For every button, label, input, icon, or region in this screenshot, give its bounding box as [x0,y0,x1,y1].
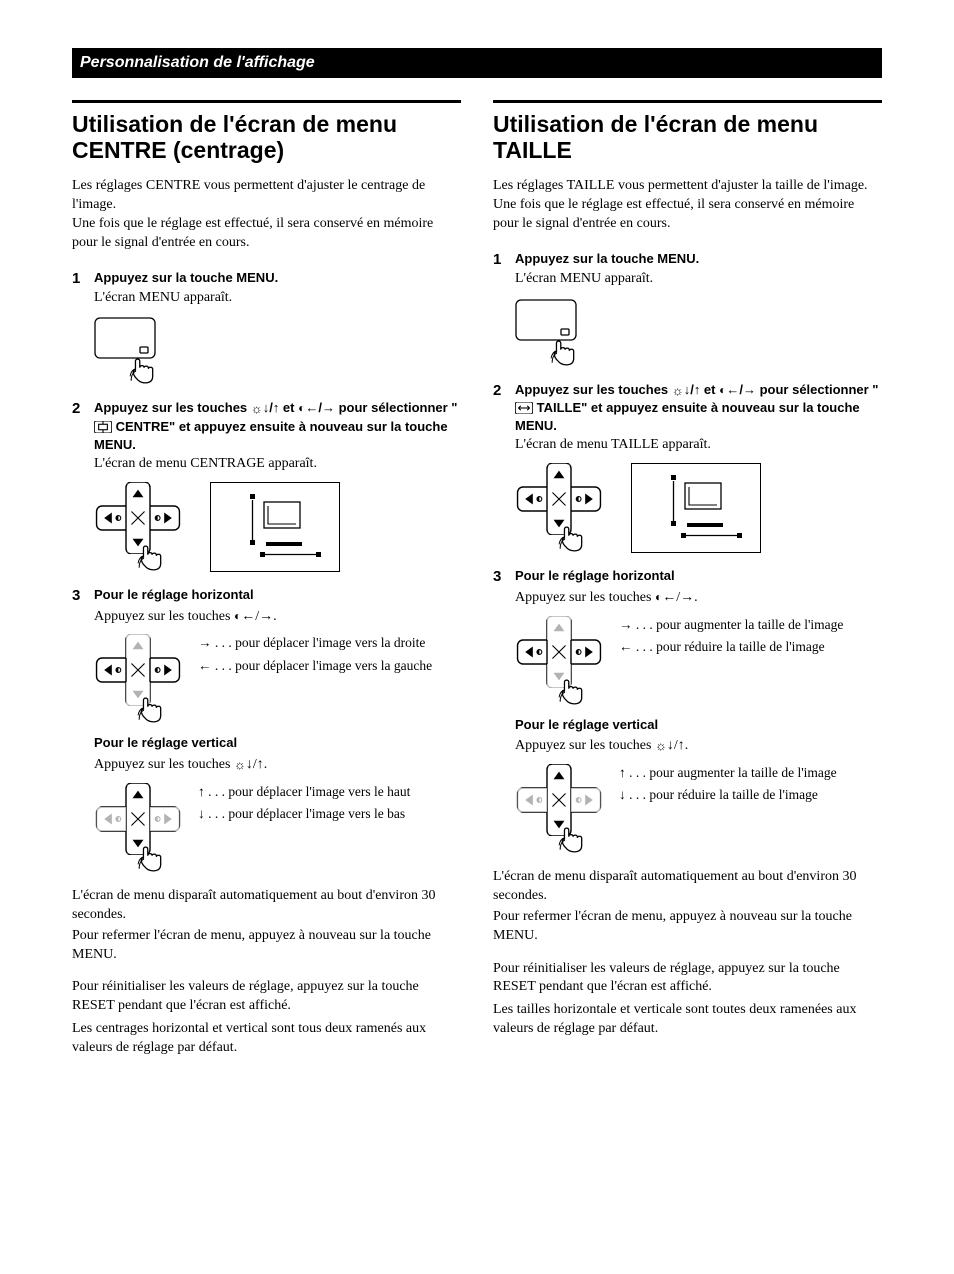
left-step3-figure-h: → . . . pour déplacer l'image vers la dr… [94,634,461,724]
right-closing-3: Pour réinitialiser les valeurs de réglag… [493,960,882,998]
left-step1-body: L'écran MENU apparaît. [94,289,461,308]
dpad-vertical-figure [94,783,182,873]
right-step2-body: L'écran de menu TAILLE apparaît. [515,436,882,455]
left-intro-1: Les réglages CENTRE vous permettent d'aj… [72,177,461,215]
osd-screen-icon [210,482,340,572]
left-steps: Appuyez sur la touche MENU. L'écran MENU… [72,269,461,873]
centre-menu-icon [94,421,112,433]
monitor-icon [94,315,156,365]
dpad-icon [515,463,603,535]
left-closing-a: L'écran de menu disparaît automatiquemen… [72,887,461,965]
left-step2-body: L'écran de menu CENTRAGE apparaît. [94,455,461,474]
right-step-3: Pour le réglage horizontal Appuyez sur l… [493,567,882,854]
dpad-figure [94,482,182,572]
right-vert-body: Appuyez sur les touches ↓/↑. [515,735,882,756]
right-step2-head: Appuyez sur les touches ↓/↑ et ←/→ pour … [515,381,882,435]
right-step3-head: Pour le réglage horizontal [515,567,882,585]
left-h-notes: → . . . pour déplacer l'image vers la dr… [198,634,461,678]
left-step-3: Pour le réglage horizontal Appuyez sur l… [72,586,461,873]
left-title: Utilisation de l'écran de menu CENTRE (c… [72,111,461,164]
sun-icon [655,738,667,753]
right-step3-figure-h: → . . . pour augmenter la taille de l'im… [515,616,882,706]
right-steps: Appuyez sur la touche MENU. L'écran MENU… [493,250,882,854]
dpad-figure [515,463,603,553]
left-closing-2: Pour refermer l'écran de menu, appuyez à… [72,927,461,965]
left-step-2: Appuyez sur les touches ↓/↑ et ←/→ pour … [72,399,461,572]
dpad-icon [515,616,603,688]
left-closing-b: Pour réinitialiser les valeurs de réglag… [72,978,461,1058]
taille-menu-icon [515,402,533,414]
left-step2-figures [94,482,461,572]
left-step-1: Appuyez sur la touche MENU. L'écran MENU… [72,269,461,385]
right-closing-4: Les tailles horizontale et verticale son… [493,1001,882,1039]
right-step-2: Appuyez sur les touches ↓/↑ et ←/→ pour … [493,381,882,554]
right-h-notes: → . . . pour augmenter la taille de l'im… [619,616,882,660]
dpad-icon [94,482,182,554]
osd-screen-icon [631,463,761,553]
right-v-notes: ↑ . . . pour augmenter la taille de l'im… [619,764,882,808]
right-step3-figure-v: ↑ . . . pour augmenter la taille de l'im… [515,764,882,854]
right-step1-body: L'écran MENU apparaît. [515,270,882,289]
left-closing-3: Pour réinitialiser les valeurs de réglag… [72,978,461,1016]
left-column: Utilisation de l'écran de menu CENTRE (c… [72,100,461,1062]
section-header-bar: Personnalisation de l'affichage [72,48,882,78]
right-intro: Les réglages TAILLE vous permettent d'aj… [493,177,882,234]
left-step3-head: Pour le réglage horizontal [94,586,461,604]
sun-icon [251,400,263,415]
dpad-horizontal-figure [515,616,603,706]
left-step1-figure [94,315,461,385]
left-vert-head: Pour le réglage vertical [94,734,461,752]
sun-icon [234,757,246,772]
dpad-horizontal-figure [94,634,182,724]
dpad-vertical-figure [515,764,603,854]
section-header-text: Personnalisation de l'affichage [80,54,315,71]
right-closing-a: L'écran de menu disparaît automatiquemen… [493,868,882,946]
left-intro-2: Une fois que le réglage est effectué, il… [72,215,461,253]
right-step-1: Appuyez sur la touche MENU. L'écran MENU… [493,250,882,366]
right-step2-figures [515,463,882,553]
left-step3-figure-v: ↑ . . . pour déplacer l'image vers le ha… [94,783,461,873]
left-intro: Les réglages CENTRE vous permettent d'aj… [72,177,461,253]
dpad-icon [94,634,182,706]
left-column-rule [72,100,461,103]
left-vert-body: Appuyez sur les touches ↓/↑. [94,754,461,775]
right-vert-head: Pour le réglage vertical [515,716,882,734]
left-step1-head: Appuyez sur la touche MENU. [94,269,461,287]
right-step1-figure [515,297,882,367]
monitor-press-figure [94,315,158,385]
right-column-rule [493,100,882,103]
left-step2-head: Appuyez sur les touches ↓/↑ et ←/→ pour … [94,399,461,453]
right-column: Utilisation de l'écran de menu TAILLE Le… [493,100,882,1062]
right-step1-head: Appuyez sur la touche MENU. [515,250,882,268]
right-closing-b: Pour réinitialiser les valeurs de réglag… [493,960,882,1040]
left-v-notes: ↑ . . . pour déplacer l'image vers le ha… [198,783,461,827]
monitor-press-figure [515,297,579,367]
right-intro-2: Une fois que le réglage est effectué, il… [493,196,882,234]
right-step3-body: Appuyez sur les touches ←/→. [515,587,882,608]
dpad-icon [94,783,182,855]
right-closing-1: L'écran de menu disparaît automatiquemen… [493,868,882,906]
right-title: Utilisation de l'écran de menu TAILLE [493,111,882,164]
hand-icon [128,357,158,385]
left-closing-4: Les centrages horizontal et vertical son… [72,1020,461,1058]
right-closing-2: Pour refermer l'écran de menu, appuyez à… [493,908,882,946]
left-closing-1: L'écran de menu disparaît automatiquemen… [72,887,461,925]
dpad-icon [515,764,603,836]
left-step3-body: Appuyez sur les touches ←/→. [94,606,461,627]
two-column-layout: Utilisation de l'écran de menu CENTRE (c… [72,100,882,1062]
right-intro-1: Les réglages TAILLE vous permettent d'aj… [493,177,882,196]
sun-icon [672,382,684,397]
hand-icon [549,339,579,367]
monitor-icon [515,297,577,347]
